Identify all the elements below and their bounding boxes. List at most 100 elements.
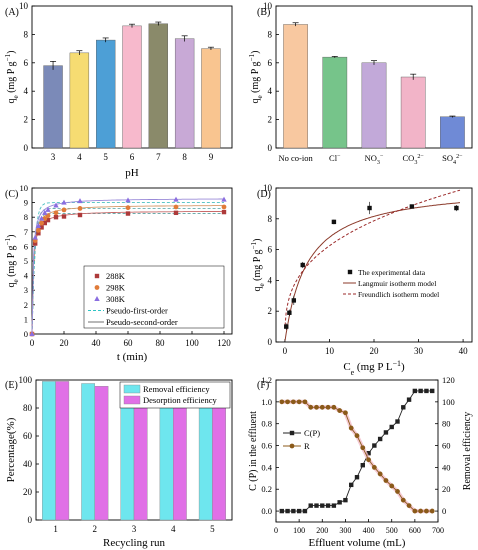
plot-frame	[275, 379, 439, 523]
bar	[69, 52, 90, 149]
y-tick-label: 6	[268, 245, 273, 255]
y-tick-label: 3	[24, 285, 28, 295]
panel-e: (E) 0 20 40 60 80 100 1 2 3 4 5 Removal efficiencyDe…	[5, 375, 233, 549]
legend: C(P) R	[283, 428, 320, 451]
data-point	[366, 450, 371, 456]
panel-label: (F)	[257, 380, 269, 391]
y-tick-label: 1	[24, 314, 28, 324]
x-tick-label: 9	[209, 152, 214, 162]
bar	[96, 39, 116, 149]
y-axis-label: qe (mg P g−1)	[4, 234, 20, 287]
data-point	[314, 404, 319, 410]
data-point	[285, 399, 290, 405]
data-point	[221, 196, 227, 202]
freundlich-curve	[284, 189, 461, 326]
legend-box	[83, 265, 225, 329]
y-tick-label: 1.2	[261, 375, 272, 385]
y-axis-label: qe (mg P g−1)	[4, 50, 20, 103]
data-point	[343, 497, 348, 503]
data-point	[29, 331, 35, 336]
x-tick-label: CO32−	[403, 153, 425, 166]
data-point	[367, 205, 372, 211]
legend-swatch	[123, 384, 141, 394]
data-point	[418, 508, 424, 514]
y-tick-label: 2	[268, 115, 273, 125]
data-point	[61, 199, 67, 205]
bar	[172, 389, 187, 521]
y2-tick-label: 80	[442, 419, 451, 429]
bar	[122, 25, 142, 149]
data-point	[287, 310, 292, 315]
data-point	[354, 433, 360, 439]
legend: The experimental data Langmuir isotherm m…	[340, 265, 466, 301]
y2-tick-label: 0	[442, 506, 446, 516]
data-point	[360, 445, 366, 451]
x-tick-label: 300	[339, 526, 351, 535]
x-tick-label: 5	[103, 152, 108, 162]
y-tick-label: 10	[263, 183, 273, 193]
data-point	[314, 503, 319, 508]
legend-marker	[94, 273, 100, 279]
y-tick-label: 8	[268, 214, 273, 224]
data-point	[173, 196, 179, 202]
y-tick-label: 20	[23, 487, 33, 497]
data-point	[302, 508, 308, 514]
y-tick-label: 2	[24, 115, 29, 125]
y-tick-label: 8	[24, 29, 29, 39]
data-point	[371, 464, 377, 470]
panel-label: (B)	[257, 7, 270, 18]
x-tick-label: Cl−	[329, 153, 341, 163]
legend-label: 308K	[106, 294, 126, 304]
y-tick-label: 5	[24, 256, 28, 266]
data-point	[343, 410, 348, 416]
data-point	[33, 241, 38, 246]
data-point	[331, 503, 337, 508]
data-point	[221, 209, 227, 215]
data-point	[337, 500, 342, 505]
bar	[440, 116, 465, 149]
y-tick-label: 9	[24, 198, 28, 208]
y2-tick-label: 120	[442, 375, 455, 385]
data-point	[406, 503, 412, 509]
data-point	[406, 397, 412, 402]
data-point	[291, 508, 296, 514]
data-point	[39, 225, 44, 230]
data-point	[325, 404, 331, 410]
data-point	[77, 206, 83, 211]
data-point	[42, 209, 48, 215]
x-tick-label: NO3−	[365, 153, 384, 166]
y-axis-label: Percentage(%)	[5, 417, 17, 482]
y-axis-label: qe (mg P g−1)	[248, 50, 264, 103]
y-tick-label: 0.4	[261, 462, 272, 472]
data-point	[38, 215, 45, 221]
y-tick-label: 0.6	[261, 441, 272, 451]
data-point	[285, 508, 290, 514]
y-tick-label: 6	[268, 58, 273, 68]
data-point	[430, 388, 435, 394]
bar	[283, 24, 308, 149]
data-point	[383, 478, 389, 483]
data-point	[319, 404, 325, 410]
bar	[174, 38, 195, 149]
y-tick-label: 4	[24, 86, 29, 96]
x-tick-label: 400	[363, 526, 375, 535]
data-point	[349, 482, 354, 488]
bar	[148, 23, 168, 149]
data-point	[366, 457, 371, 463]
data-point	[35, 222, 42, 228]
panel-f: (F) 0.0 0.2 0.4 0.6 0.8 1.0 1.2 0 20 40 60 80 100 120 0…	[248, 375, 473, 549]
data-point	[454, 205, 459, 211]
x-tick-label: 3	[132, 524, 137, 534]
y-tick-label: 6	[24, 58, 29, 68]
y-tick-label: 2	[24, 300, 28, 310]
data-point	[389, 483, 395, 489]
data-point	[53, 202, 59, 208]
data-point	[300, 262, 305, 268]
y2-tick-label: 20	[442, 484, 451, 494]
x-tick-label: 30	[414, 346, 424, 356]
panel-a: (A) 0 2 4 6 8 10 3 4 5 6 7 8 9 pH qe (mg P g−1)	[4, 1, 233, 179]
x-tick-label: 2	[93, 524, 98, 534]
